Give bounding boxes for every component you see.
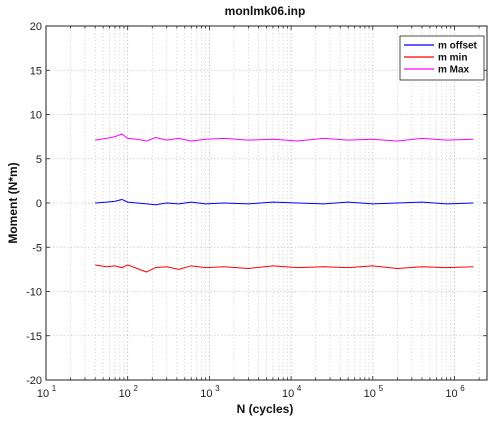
y-axis-title: Moment (N*m) <box>6 162 20 243</box>
y-tick-label: 10 <box>30 110 42 122</box>
x-tick-exponent: 2 <box>133 384 138 393</box>
y-tick-label: -15 <box>26 331 42 343</box>
x-tick-exponent: 3 <box>215 384 220 393</box>
series-layer <box>95 133 474 273</box>
x-tick-label: 10 <box>119 388 131 400</box>
x-tick-label: 10 <box>364 388 376 400</box>
gridlines <box>45 25 487 381</box>
legend-box <box>399 35 485 81</box>
y-tick-label: 20 <box>30 21 42 33</box>
legend-label-1: m min <box>438 53 467 64</box>
x-tick-exponent: 6 <box>460 384 465 393</box>
x-tick-label: 10 <box>200 388 212 400</box>
y-tick-label: 0 <box>36 198 42 210</box>
x-tick-label: 10 <box>445 388 457 400</box>
series-line-0 <box>95 198 474 206</box>
axes <box>45 25 488 381</box>
x-axis-title: N (cycles) <box>237 402 294 416</box>
y-tick-label: 15 <box>30 65 42 77</box>
legend-label-0: m offset <box>438 41 478 52</box>
y-tick-label: -10 <box>26 287 42 299</box>
series-line-1 <box>95 264 474 273</box>
chart-title: monlmk06.inp <box>225 4 306 18</box>
y-tick-label: -20 <box>26 375 42 387</box>
x-tick-label: 10 <box>282 388 294 400</box>
y-tick-label: 5 <box>36 154 42 166</box>
legend-label-2: m Max <box>438 65 470 76</box>
x-tick-label: 10 <box>37 388 49 400</box>
x-tick-exponent: 4 <box>297 384 302 393</box>
y-tick-label: -5 <box>32 242 42 254</box>
series-line-2 <box>95 133 474 142</box>
x-tick-exponent: 1 <box>52 384 57 393</box>
x-tick-exponent: 5 <box>379 384 384 393</box>
